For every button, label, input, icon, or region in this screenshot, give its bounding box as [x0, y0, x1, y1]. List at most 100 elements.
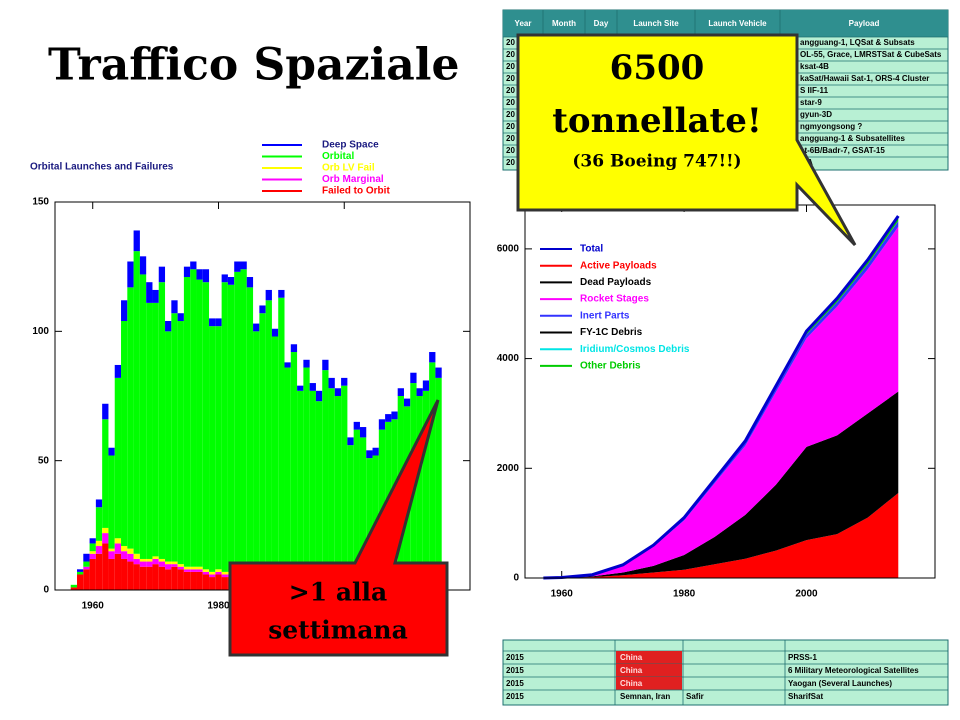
callout-text: >1 alla	[289, 578, 387, 607]
legend-label: Orbital	[322, 151, 354, 162]
bar-segment	[183, 277, 191, 567]
bar-segment	[202, 571, 210, 575]
bar-segment	[165, 569, 172, 590]
bar-segment	[328, 388, 335, 572]
bar-segment	[102, 533, 109, 544]
bar-segment	[121, 320, 128, 547]
bar-segment	[102, 419, 109, 528]
x-tick-label: 1980	[207, 601, 230, 612]
bar-segment	[328, 377, 335, 389]
bar-segment	[133, 230, 140, 252]
callout-text: 6500	[610, 48, 705, 88]
bar-segment	[209, 326, 216, 572]
bar-segment	[183, 566, 191, 570]
table-cell: star-9	[800, 98, 822, 107]
bar-segment	[253, 331, 260, 575]
table-cell: ngmyongsong ?	[800, 122, 862, 131]
bar-segment	[378, 429, 386, 578]
table-cell: SharifSat	[788, 692, 823, 701]
bar-segment	[171, 300, 178, 314]
bar-segment	[391, 411, 398, 420]
bar-segment	[127, 287, 134, 549]
table-header: Year	[515, 19, 532, 28]
bar-segment	[359, 427, 367, 438]
bar-segment	[429, 352, 436, 363]
callout-text: (36 Boeing 747!!)	[572, 152, 741, 172]
slide-title: Traffico Spaziale	[48, 40, 460, 91]
bar-segment	[341, 385, 348, 575]
bar-segment	[77, 574, 84, 590]
bar-segment	[89, 553, 96, 559]
bar-segment	[102, 543, 109, 590]
bar-segment	[209, 577, 216, 590]
bar-segment	[165, 561, 172, 565]
bar-segment	[89, 543, 96, 552]
bar-segment	[139, 274, 147, 559]
bar-segment	[146, 561, 153, 567]
bar-segment	[209, 574, 216, 578]
x-tick-label: 2000	[795, 589, 818, 600]
bar-segment	[95, 540, 103, 547]
bar-segment	[183, 569, 191, 572]
bar-segment	[309, 390, 316, 572]
bar-segment	[95, 507, 103, 541]
bar-segment	[121, 558, 128, 590]
bar-segment	[422, 380, 430, 391]
bar-segment	[121, 551, 128, 559]
x-tick-label: 1980	[673, 589, 696, 600]
bar-segment	[397, 388, 404, 396]
callout-yellow	[516, 33, 857, 247]
bar-segment	[139, 256, 147, 275]
bar-segment	[146, 302, 153, 559]
bar-segment	[429, 362, 436, 578]
table-header: Day	[594, 19, 609, 28]
bar-segment	[315, 401, 323, 572]
table-cell: at-6B/Badr-7, GSAT-15	[800, 146, 885, 155]
table-cell: 20	[506, 146, 515, 155]
bar-segment	[378, 419, 386, 430]
bar-segment	[416, 396, 423, 578]
bar-segment	[259, 305, 266, 314]
bar-segment	[114, 377, 122, 539]
bar-segment	[77, 569, 84, 572]
table-cell: 20	[506, 122, 515, 131]
bar-segment	[95, 499, 103, 508]
bar-segment	[353, 421, 360, 430]
bar-segment	[290, 352, 298, 578]
bar-segment	[196, 569, 203, 572]
bar-segment	[190, 261, 197, 270]
bar-segment	[278, 297, 285, 575]
table-cell: Semnan, Iran	[620, 692, 670, 701]
table-cell: OL-55, Grace, LMRSTSat & CubeSats	[800, 50, 942, 59]
bar-segment	[253, 323, 260, 332]
bar-segment	[108, 558, 115, 590]
bar-segment	[215, 571, 222, 575]
bar-segment	[183, 266, 191, 278]
bar-segment	[114, 364, 122, 378]
area	[543, 226, 899, 578]
table-cell: China	[620, 653, 643, 662]
bar-segment	[221, 574, 228, 578]
table-cell: 6 Military Meteorological Satellites	[788, 666, 919, 675]
bar-segment	[190, 566, 197, 570]
y-tick-label: 0	[43, 585, 49, 596]
bar-segment	[359, 437, 367, 578]
bar-segment	[234, 261, 241, 272]
bar-segment	[158, 561, 166, 567]
bar-segment	[215, 326, 222, 570]
x-tick-label: 1960	[551, 589, 574, 600]
table-cell: angguang-1, LQSat & Subsats	[800, 38, 915, 47]
bar-segment	[158, 266, 166, 283]
table-cell: 20	[506, 98, 515, 107]
legend-label: Inert Parts	[580, 310, 630, 321]
bar-segment	[158, 558, 166, 562]
table-cell: 2015	[506, 679, 524, 688]
bar-segment	[158, 566, 166, 590]
bar-segment	[102, 403, 109, 420]
y-tick-label: 150	[32, 197, 49, 208]
bar-segment	[146, 282, 153, 303]
bar-segment	[83, 553, 90, 562]
legend-label: Total	[580, 244, 603, 255]
y-tick-label: 2000	[497, 463, 520, 474]
bar-segment	[152, 302, 159, 557]
